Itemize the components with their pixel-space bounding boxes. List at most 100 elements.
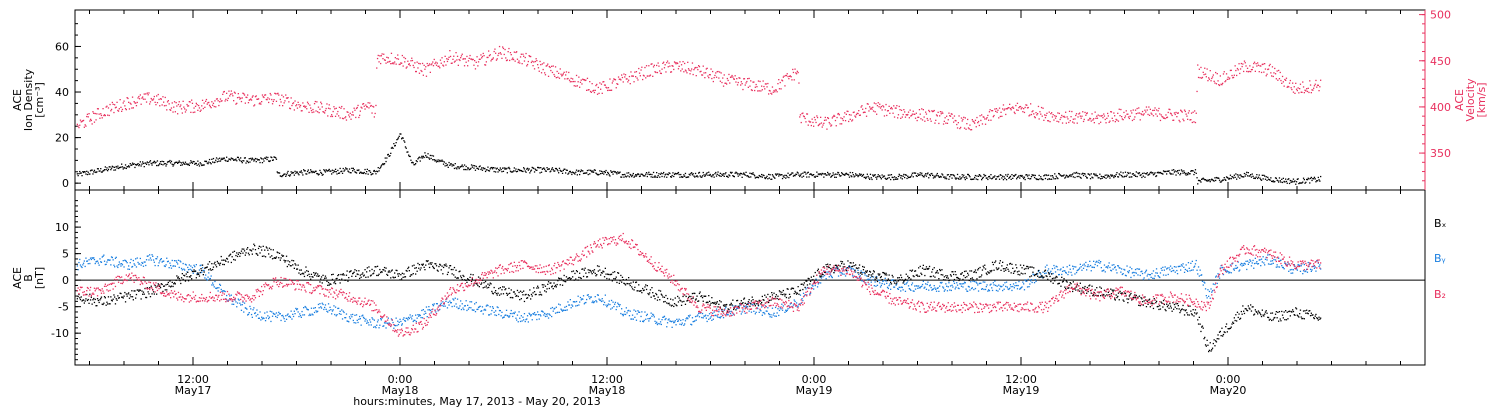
- velocity-series-point: [383, 59, 386, 61]
- velocity-series-point: [322, 111, 324, 113]
- density-series-point: [837, 172, 840, 174]
- velocity-series-point: [458, 58, 460, 61]
- velocity-series-point: [104, 114, 106, 117]
- by-series-point: [1181, 265, 1183, 267]
- velocity-series-point: [91, 123, 93, 125]
- velocity-series-point: [783, 75, 785, 77]
- by-series-point: [519, 320, 522, 323]
- by-series-point: [545, 313, 547, 315]
- by-series-point: [1215, 276, 1217, 278]
- by-series-point: [334, 313, 336, 316]
- velocity-series-point: [977, 120, 980, 123]
- velocity-series-point: [331, 115, 334, 118]
- by-series-point: [534, 314, 536, 316]
- density-series-point: [976, 175, 978, 177]
- velocity-series-point: [637, 79, 639, 81]
- by-series-point: [397, 323, 400, 326]
- density-series-point: [1131, 176, 1133, 178]
- density-series-point: [601, 172, 603, 174]
- density-series-point: [550, 170, 552, 172]
- by-series-point: [415, 314, 417, 316]
- velocity-series-point: [294, 100, 296, 102]
- velocity-series-point: [816, 115, 818, 117]
- velocity-series-point: [516, 51, 518, 53]
- by-series-point: [1189, 270, 1191, 272]
- velocity-series-point: [1065, 111, 1067, 113]
- density-series-point: [941, 173, 943, 175]
- density-series-point: [334, 171, 336, 173]
- density-series-point: [699, 175, 701, 177]
- velocity-series-point: [362, 103, 364, 105]
- velocity-series-point: [764, 83, 767, 85]
- velocity-series-point: [247, 102, 250, 104]
- by-series-point: [861, 280, 863, 282]
- by-series-point: [583, 303, 585, 305]
- by-series-point: [514, 311, 516, 313]
- by-series-point: [1095, 261, 1097, 263]
- density-series-point: [726, 175, 728, 177]
- density-series-point: [220, 158, 222, 161]
- velocity-series-point: [329, 108, 331, 110]
- by-series-point: [425, 306, 428, 308]
- by-series-point: [208, 272, 210, 274]
- by-series-point: [225, 298, 227, 300]
- velocity-series-point: [1249, 65, 1251, 67]
- density-series-point: [80, 172, 82, 174]
- density-series-point: [116, 167, 118, 169]
- velocity-series-point: [853, 111, 855, 113]
- density-series-point: [959, 176, 961, 178]
- by-series-point: [897, 288, 900, 290]
- velocity-series-point: [833, 114, 835, 117]
- by-series-point: [321, 302, 323, 304]
- density-series-point: [994, 175, 996, 177]
- velocity-series-point: [555, 77, 557, 79]
- by-series-point: [605, 304, 607, 306]
- density-series-point: [750, 176, 752, 178]
- density-series-point: [334, 168, 337, 170]
- velocity-series-point: [836, 116, 838, 119]
- by-series-point: [268, 317, 270, 320]
- density-series-point: [1316, 180, 1319, 182]
- velocity-series-point: [1059, 118, 1061, 121]
- by-series-point: [126, 262, 128, 264]
- density-series-point: [316, 172, 318, 175]
- by-series-point: [526, 318, 528, 320]
- density-series-point: [1202, 177, 1204, 179]
- density-series-point: [1212, 179, 1214, 182]
- velocity-series-point: [519, 56, 522, 58]
- by-series-point: [484, 309, 487, 311]
- by-series-point: [446, 298, 448, 300]
- density-series-point: [323, 169, 325, 171]
- velocity-series-point: [605, 86, 607, 88]
- by-series-point: [902, 289, 904, 291]
- velocity-series-point: [1098, 123, 1100, 125]
- velocity-series-point: [541, 63, 543, 65]
- velocity-series-point: [685, 70, 687, 72]
- density-series-point: [1037, 178, 1039, 180]
- density-series-point: [911, 172, 914, 174]
- velocity-series-point: [1219, 75, 1221, 77]
- density-series-point: [126, 166, 128, 168]
- by-series-point: [1116, 272, 1118, 274]
- density-series-point: [489, 168, 491, 170]
- velocity-series-point: [102, 108, 104, 110]
- by-series-point: [243, 302, 246, 304]
- density-series-point: [711, 176, 713, 178]
- density-series-point: [415, 160, 417, 162]
- velocity-series-point: [481, 55, 484, 58]
- velocity-series-point: [812, 121, 814, 124]
- density-series-point: [712, 174, 714, 176]
- density-series-point: [701, 176, 703, 178]
- density-series-point: [1065, 176, 1067, 178]
- density-series-point: [627, 175, 629, 177]
- velocity-series-point: [338, 115, 340, 117]
- by-series-point: [1173, 266, 1176, 268]
- velocity-series-point: [978, 124, 980, 127]
- by-series-point: [159, 258, 162, 261]
- by-series-point: [457, 307, 459, 310]
- density-series-point: [203, 164, 205, 166]
- density-series-point: [688, 173, 690, 175]
- density-series-point: [974, 174, 977, 177]
- density-series-point: [1039, 178, 1041, 180]
- density-series-point: [487, 166, 489, 168]
